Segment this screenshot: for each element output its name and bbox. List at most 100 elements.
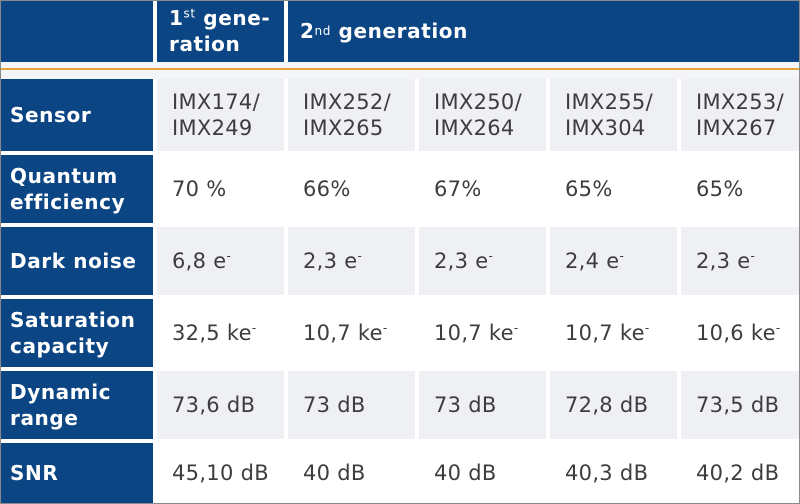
cell-value: 10,7 ke xyxy=(303,321,383,345)
table-cell: 2,3 e- xyxy=(681,227,800,295)
row-label: Dynamic range xyxy=(0,371,153,439)
table-cell: 40,2 dB xyxy=(681,443,800,503)
cell-value: 6,8 e xyxy=(172,249,227,273)
cell-unit-superscript: - xyxy=(619,249,625,263)
table-cell: IMX253/IMX267 xyxy=(681,79,800,151)
cell-value: 73,5 dB xyxy=(696,393,780,417)
cell-unit-superscript: - xyxy=(357,249,363,263)
row-label-line: Dark noise xyxy=(10,249,137,273)
gen1-ordinal: 1 xyxy=(169,6,184,30)
orange-accent-line xyxy=(0,68,800,70)
row-label-line: Dynamic xyxy=(10,380,112,404)
table-cell: IMX252/IMX265 xyxy=(288,79,415,151)
header-corner xyxy=(0,0,153,62)
cell-unit-superscript: - xyxy=(382,321,388,335)
cell-line: IMX267 xyxy=(696,116,777,140)
row-label: Saturation capacity xyxy=(0,299,153,367)
row-label-line: capacity xyxy=(10,334,110,358)
table-cell: 66% xyxy=(288,155,415,223)
header-separator xyxy=(0,62,800,79)
cell-value: 73,6 dB xyxy=(172,393,256,417)
table-cell: 32,5 ke- xyxy=(157,299,284,367)
cell-value: 67% xyxy=(434,177,482,201)
table-cell: 73,6 dB xyxy=(157,371,284,439)
cell-value: 73 dB xyxy=(434,393,497,417)
cell-value: 10,6 ke xyxy=(696,321,776,345)
cell-line: IMX253/ xyxy=(696,90,784,114)
cell-value: 40,3 dB xyxy=(565,461,649,485)
gen2-word: generation xyxy=(338,19,468,43)
cell-value: 2,3 e xyxy=(434,249,489,273)
gen1-word-part2: ration xyxy=(169,32,241,56)
table-cell: 65% xyxy=(681,155,800,223)
table-cell: 73 dB xyxy=(288,371,415,439)
cell-value: 72,8 dB xyxy=(565,393,649,417)
cell-value: 10,7 ke xyxy=(434,321,514,345)
table-cell: 40 dB xyxy=(288,443,415,503)
cell-line: IMX265 xyxy=(303,116,384,140)
table-cell: IMX255/IMX304 xyxy=(550,79,677,151)
cell-value: 73 dB xyxy=(303,393,366,417)
table-cell: 67% xyxy=(419,155,546,223)
row-label-line: efficiency xyxy=(10,190,126,214)
row-label-line: Quantum xyxy=(10,164,118,188)
header-first-generation: 1st gene- ration xyxy=(157,0,284,62)
cell-unit-superscript: - xyxy=(644,321,650,335)
row-label-line: Sensor xyxy=(10,103,92,127)
cell-line: IMX250/ xyxy=(434,90,522,114)
gen1-word-part1: gene- xyxy=(203,6,271,30)
row-label-line: Saturation xyxy=(10,308,136,332)
gen2-ordinal: 2 xyxy=(300,19,315,43)
cell-value: 2,3 e xyxy=(303,249,358,273)
cell-value: 2,4 e xyxy=(565,249,620,273)
table-cell: 2,3 e- xyxy=(288,227,415,295)
cell-value: 40 dB xyxy=(303,461,366,485)
table-cell: 70 % xyxy=(157,155,284,223)
row-label: Sensor xyxy=(0,79,153,151)
cell-line: IMX255/ xyxy=(565,90,653,114)
table-cell: 40 dB xyxy=(419,443,546,503)
table-cell: 45,10 dB xyxy=(157,443,284,503)
table-cell: IMX250/IMX264 xyxy=(419,79,546,151)
cell-line: IMX252/ xyxy=(303,90,391,114)
cell-unit-superscript: - xyxy=(251,321,257,335)
cell-unit-superscript: - xyxy=(488,249,494,263)
table-cell: 73 dB xyxy=(419,371,546,439)
table-cell: 65% xyxy=(550,155,677,223)
table-cell: 10,7 ke- xyxy=(288,299,415,367)
cell-value: 45,10 dB xyxy=(172,461,269,485)
cell-value: 66% xyxy=(303,177,351,201)
table-cell: 72,8 dB xyxy=(550,371,677,439)
cell-line: IMX174/ xyxy=(172,90,260,114)
row-label: Quantum efficiency xyxy=(0,155,153,223)
gen1-ordinal-suffix: st xyxy=(183,6,196,21)
cell-value: 40,2 dB xyxy=(696,461,780,485)
cell-unit-superscript: - xyxy=(775,321,781,335)
cell-unit-superscript: - xyxy=(750,249,756,263)
cell-value: 70 % xyxy=(172,177,227,201)
table-cell: 10,6 ke- xyxy=(681,299,800,367)
cell-value: 65% xyxy=(565,177,613,201)
cell-line: IMX264 xyxy=(434,116,515,140)
table-cell: 2,3 e- xyxy=(419,227,546,295)
table-cell: 10,7 ke- xyxy=(419,299,546,367)
row-label-line: range xyxy=(10,406,79,430)
table-cell: 10,7 ke- xyxy=(550,299,677,367)
row-label-line: SNR xyxy=(10,461,59,485)
table-cell: IMX174/IMX249 xyxy=(157,79,284,151)
row-label: SNR xyxy=(0,443,153,503)
table-cell: 40,3 dB xyxy=(550,443,677,503)
cell-value: 40 dB xyxy=(434,461,497,485)
cell-value: 2,3 e xyxy=(696,249,751,273)
table-cell: 2,4 e- xyxy=(550,227,677,295)
cell-unit-superscript: - xyxy=(513,321,519,335)
table-cell: 73,5 dB xyxy=(681,371,800,439)
cell-unit-superscript: - xyxy=(226,249,232,263)
cell-value: 65% xyxy=(696,177,744,201)
row-label: Dark noise xyxy=(0,227,153,295)
table-cell: 6,8 e- xyxy=(157,227,284,295)
cell-line: IMX249 xyxy=(172,116,253,140)
cell-value: 32,5 ke xyxy=(172,321,252,345)
